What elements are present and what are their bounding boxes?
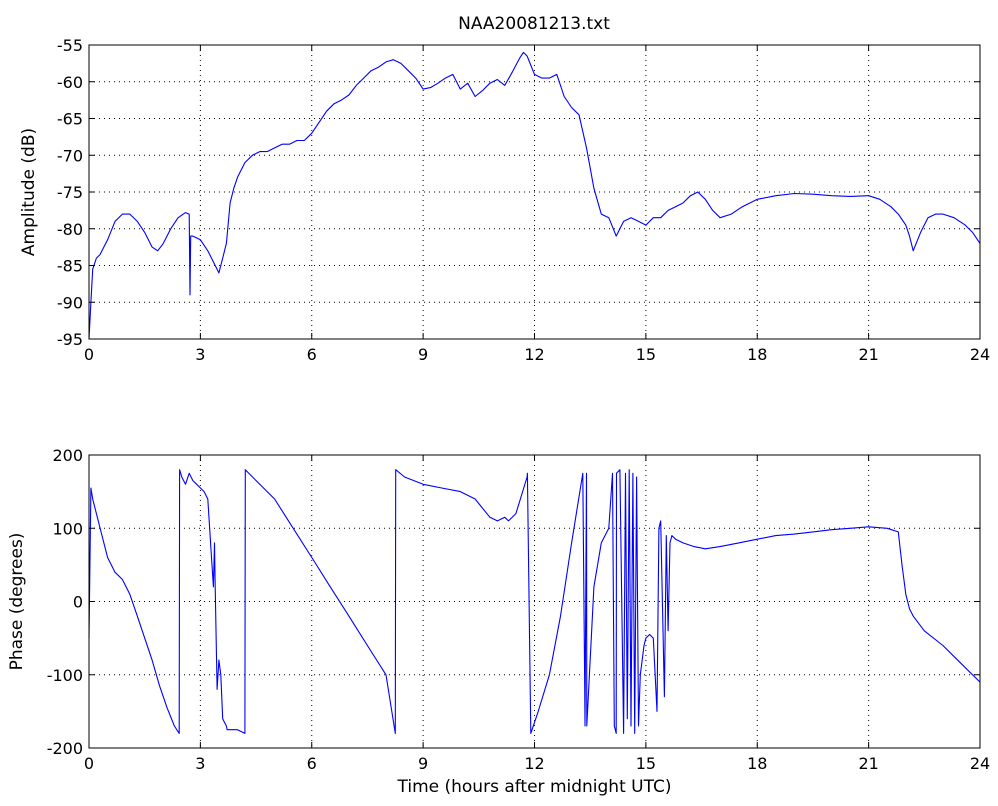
- amplitude-x-tick-label-5: 15: [636, 345, 656, 364]
- phase-x-tick-label-0: 0: [84, 754, 94, 773]
- phase-axes: 0 3 6 9 12 15 18 21 24 -200 -100 0 100 200 Phase (degr…: [7, 446, 990, 797]
- phase-y-tick-label-3: 100: [52, 519, 83, 538]
- amplitude-y-axis-title: Amplitude (dB): [19, 128, 39, 256]
- phase-y-tick-label-1: -100: [47, 666, 83, 685]
- amplitude-x-tick-label-4: 12: [524, 345, 544, 364]
- phase-x-tick-label-1: 3: [195, 754, 205, 773]
- phase-x-tick-label-6: 18: [747, 754, 767, 773]
- amplitude-x-tick-label-6: 18: [747, 345, 767, 364]
- amplitude-y-tick-label-1: -90: [57, 293, 83, 312]
- amplitude-x-tick-label-2: 6: [307, 345, 317, 364]
- phase-y-tick-label-4: 200: [52, 446, 83, 465]
- phase-x-tick-label-7: 21: [858, 754, 878, 773]
- phase-y-tick-label-0: -200: [47, 739, 83, 758]
- phase-x-tick-label-5: 15: [636, 754, 656, 773]
- amplitude-y-tick-label-2: -85: [57, 257, 83, 276]
- figure-title: NAA20081213.txt: [458, 14, 610, 34]
- amplitude-x-tick-label-8: 24: [970, 345, 990, 364]
- phase-x-tick-label-3: 9: [418, 754, 428, 773]
- phase-x-axis-title: Time (hours after midnight UTC): [396, 777, 671, 797]
- phase-x-tick-label-8: 24: [970, 754, 990, 773]
- amplitude-y-tick-label-6: -65: [57, 110, 83, 129]
- amplitude-x-tick-label-3: 9: [418, 345, 428, 364]
- amplitude-y-tick-label-4: -75: [57, 183, 83, 202]
- amplitude-axes: 0 3 6 9 12 15 18 21 24 -95 -90 -85 -80 -75 -70 -65 -60 -5…: [19, 36, 990, 364]
- amplitude-y-tick-label-8: -55: [57, 36, 83, 55]
- amplitude-series-line-0: [88, 51, 981, 340]
- amplitude-x-tick-label-1: 3: [195, 345, 205, 364]
- phase-y-tick-label-2: 0: [73, 593, 83, 612]
- amplitude-y-tick-label-0: -95: [57, 330, 83, 349]
- phase-x-tick-label-2: 6: [307, 754, 317, 773]
- amplitude-x-tick-label-0: 0: [84, 345, 94, 364]
- phase-x-tick-label-4: 12: [524, 754, 544, 773]
- amplitude-y-tick-label-3: -80: [57, 220, 83, 239]
- phase-series-line-0: [88, 469, 981, 734]
- amplitude-x-tick-label-7: 21: [858, 345, 878, 364]
- amplitude-y-tick-label-7: -60: [57, 73, 83, 92]
- amplitude-y-tick-label-5: -70: [57, 146, 83, 165]
- phase-y-axis-title: Phase (degrees): [7, 533, 27, 671]
